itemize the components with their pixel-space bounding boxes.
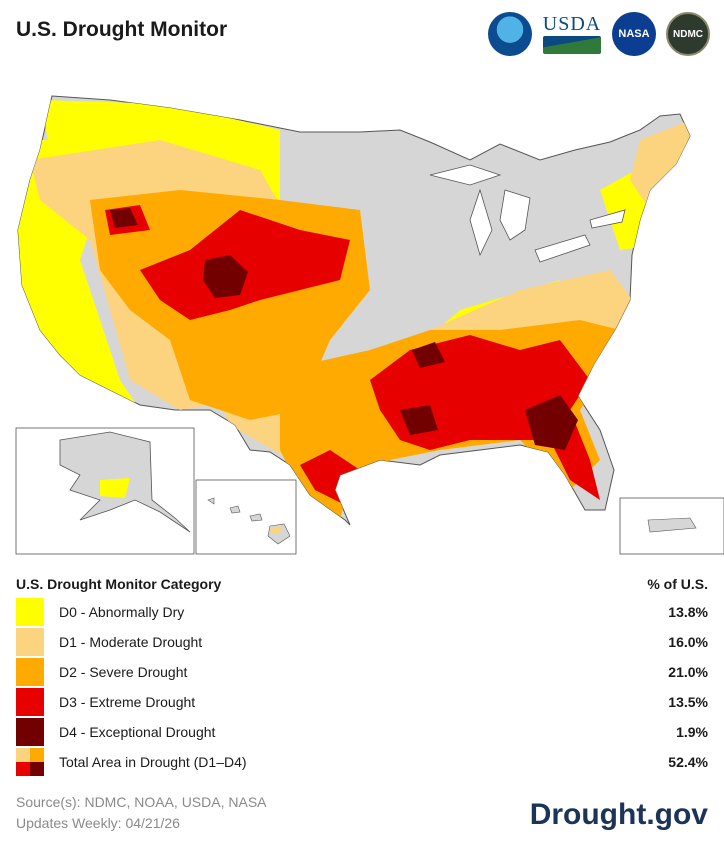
- legend-label: D1 - Moderate Drought: [59, 634, 203, 650]
- legend-label: D0 - Abnormally Dry: [59, 604, 185, 620]
- legend-row-total: Total Area in Drought (D1–D4) 52.4%: [16, 748, 708, 776]
- partner-logos: USDA NASA NDMC: [488, 12, 710, 56]
- legend-swatch: [16, 628, 44, 656]
- alaska-d0-area: [100, 478, 130, 498]
- legend-row-d4: D4 - Exceptional Drought 1.9%: [16, 718, 708, 746]
- legend-label: D2 - Severe Drought: [59, 664, 188, 680]
- legend-percent: 16.0%: [668, 634, 708, 650]
- hawaii-d0-area: [270, 526, 282, 534]
- legend-row-d2: D2 - Severe Drought 21.0%: [16, 658, 708, 686]
- legend-row-d0: D0 - Abnormally Dry 13.8%: [16, 598, 708, 626]
- drought-area-d3-southeast: [370, 335, 600, 500]
- legend-percent: 21.0%: [668, 664, 708, 680]
- drought-area-d4-colorado: [203, 255, 248, 298]
- drought-area-d3-colorado: [140, 210, 350, 320]
- legend-row-d3: D3 - Extreme Drought 13.5%: [16, 688, 708, 716]
- great-lakes: [429, 164, 626, 263]
- legend-percent: 13.5%: [668, 694, 708, 710]
- noaa-logo-icon[interactable]: [488, 12, 532, 56]
- page-title: U.S. Drought Monitor: [16, 18, 228, 41]
- legend-row-d1: D1 - Moderate Drought 16.0%: [16, 628, 708, 656]
- legend-total-label: Total Area in Drought (D1–D4): [59, 754, 247, 770]
- legend-percent-heading: % of U.S.: [647, 576, 708, 592]
- legend-label: D3 - Extreme Drought: [59, 694, 196, 710]
- source-text: Source(s): NDMC, NOAA, USDA, NASA: [16, 794, 267, 810]
- legend-percent: 13.8%: [668, 604, 708, 620]
- nasa-logo-icon[interactable]: NASA: [612, 12, 656, 56]
- drought-area-d4-wyoming: [110, 208, 138, 228]
- update-text: Updates Weekly: 04/21/26: [16, 815, 180, 831]
- legend-total-swatch: [16, 748, 44, 776]
- usda-logo-bar: [543, 36, 601, 54]
- legend-swatch: [16, 688, 44, 716]
- puerto-rico-shape: [647, 517, 697, 533]
- drought-area-d4-tennessee: [412, 342, 445, 368]
- ndmc-logo-icon[interactable]: NDMC: [666, 12, 710, 56]
- usda-logo-icon[interactable]: USDA: [542, 12, 602, 56]
- legend-label: D4 - Exceptional Drought: [59, 724, 216, 740]
- legend-swatch: [16, 718, 44, 746]
- drought-gov-link[interactable]: Drought.gov: [529, 798, 708, 831]
- legend-total-percent: 52.4%: [668, 754, 708, 770]
- legend-heading: U.S. Drought Monitor Category: [16, 576, 222, 592]
- hawaii-shape: [207, 497, 291, 545]
- hawaii-inset-frame: [195, 479, 297, 555]
- usda-logo-text: USDA: [542, 13, 602, 35]
- legend-swatch: [16, 598, 44, 626]
- drought-map: [15, 95, 724, 555]
- drought-area-d4-mississippi: [400, 405, 438, 435]
- drought-area-d4-georgia: [525, 395, 578, 450]
- source-info: Source(s): NDMC, NOAA, USDA, NASA Update…: [16, 792, 267, 834]
- legend-percent: 1.9%: [676, 724, 708, 740]
- legend-swatch: [16, 658, 44, 686]
